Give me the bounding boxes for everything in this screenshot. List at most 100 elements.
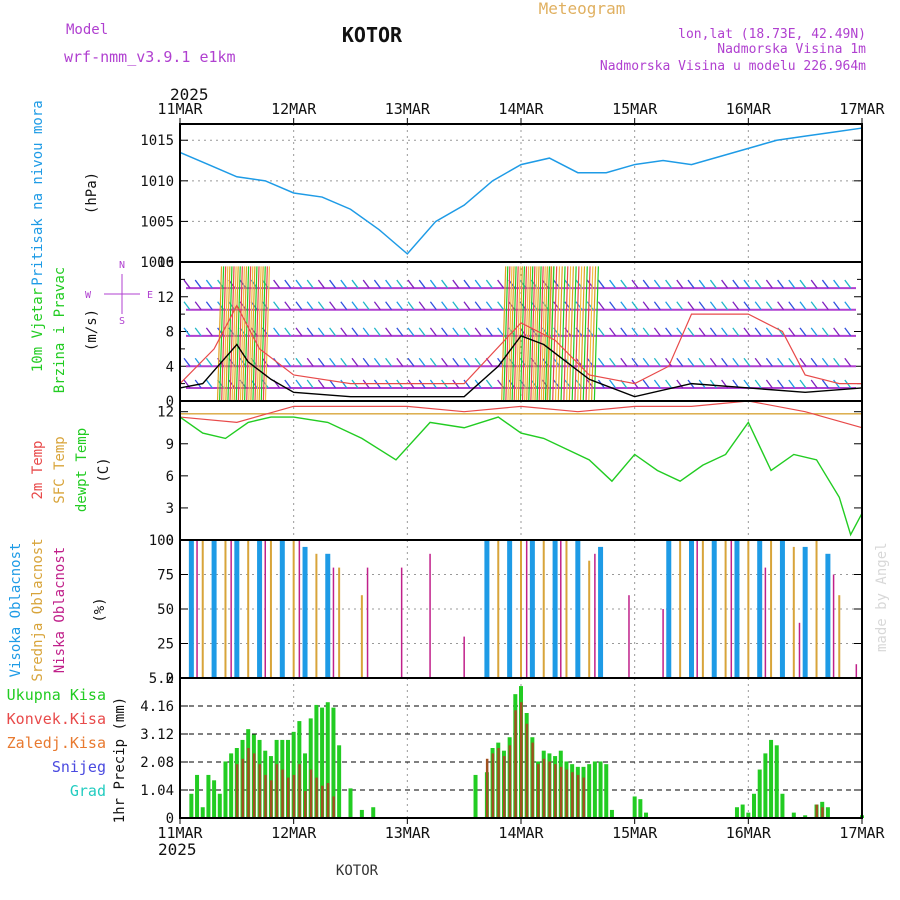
model-name: wrf-nmm_v3.9.1 e1km xyxy=(64,48,236,66)
wind-burst-arrow xyxy=(534,266,540,402)
wind-arrow xyxy=(452,279,460,289)
cloud-bar xyxy=(463,636,465,678)
rain-bar xyxy=(609,809,614,818)
wind-arrow xyxy=(743,301,751,311)
wind-arrow xyxy=(418,357,426,367)
convective-rain-bar xyxy=(298,764,301,818)
wind-arrow xyxy=(810,301,818,311)
wind-burst-arrow xyxy=(225,266,231,402)
wind-arrow xyxy=(329,301,337,311)
wind-arrow xyxy=(519,279,527,289)
rain-bar xyxy=(337,745,342,818)
convective-rain-bar xyxy=(508,745,512,818)
wind-burst-arrow xyxy=(256,266,262,402)
y-tick-label: 25 xyxy=(157,637,174,653)
wind-arrow xyxy=(418,327,426,337)
wind-arrow xyxy=(284,279,292,289)
wind-burst-arrow xyxy=(511,266,517,402)
cloud-bar xyxy=(832,574,835,678)
y-tick-label: 100 xyxy=(149,533,174,549)
wind-arrow xyxy=(351,279,359,289)
wind-arrow xyxy=(340,279,348,289)
wind-arrow xyxy=(508,379,516,389)
x-tick-label-top: 16MAR xyxy=(726,100,772,118)
wind-burst-arrow xyxy=(532,266,538,402)
wind-arrow xyxy=(429,279,437,289)
wind-arrow xyxy=(463,379,471,389)
wind-arrow xyxy=(833,357,841,367)
convective-rain-bar xyxy=(332,796,335,818)
wind-arrow xyxy=(385,279,393,289)
convective-rain-bar xyxy=(235,764,239,818)
cloud-bar xyxy=(598,546,604,678)
wind-arrow xyxy=(642,327,650,337)
convective-rain-bar xyxy=(497,748,500,818)
pressure-line xyxy=(179,127,863,255)
temp-unit-label: (C) xyxy=(96,457,112,482)
y-tick-label: 0 xyxy=(166,394,174,410)
wind-arrow xyxy=(340,379,348,389)
wind-burst-arrow xyxy=(568,266,574,402)
wind-burst-arrow xyxy=(560,266,566,402)
mid-cloud-label: Srednja Oblacnost xyxy=(30,538,46,681)
pressure-axis-label: Pritisak na nivou mora xyxy=(30,100,46,285)
wind-arrow xyxy=(709,279,717,289)
convective-rain-bar xyxy=(258,764,262,818)
wind-arrow xyxy=(385,357,393,367)
wind-arrow xyxy=(709,357,717,367)
footer-station: KOTOR xyxy=(336,863,379,879)
wind-burst-arrow xyxy=(239,266,246,402)
wind-burst-arrow xyxy=(515,266,521,402)
wind-dir-w: W xyxy=(85,290,92,301)
wind-arrow xyxy=(631,327,639,337)
wind-arrow xyxy=(385,301,393,311)
rain-bar xyxy=(217,793,222,818)
wind-arrow xyxy=(687,327,695,337)
wind-arrow xyxy=(821,301,829,311)
rain-bar xyxy=(746,812,751,818)
cloud-bar xyxy=(855,664,858,678)
y-tick-label: 75 xyxy=(157,568,174,584)
wind-arrow xyxy=(463,327,471,337)
wind-arrow xyxy=(754,327,762,337)
wind-arrow xyxy=(205,301,213,311)
wind-burst-arrow xyxy=(579,266,586,402)
wind-burst-arrow xyxy=(593,266,599,402)
wind-arrow xyxy=(497,327,505,337)
cloud-bar xyxy=(747,540,750,678)
wind-burst-arrow xyxy=(577,266,583,402)
precip-axis-label: 1hr Precip (mm) xyxy=(112,697,128,823)
wind-arrow xyxy=(833,327,841,337)
wind-arrow xyxy=(497,279,505,289)
cloud-bar xyxy=(764,567,767,678)
wind-burst-arrow xyxy=(231,266,237,402)
wind-arrow xyxy=(687,357,695,367)
y-tick-label: 12 xyxy=(157,290,174,306)
rain-bar xyxy=(206,774,211,818)
wind-burst-arrow xyxy=(254,266,260,402)
wind-arrow xyxy=(429,357,437,367)
wind-arrow xyxy=(676,279,684,289)
wind-arrow xyxy=(261,301,269,311)
temperature-panel-frame xyxy=(179,400,863,541)
wind-burst-arrow xyxy=(544,266,551,402)
cloud-bar xyxy=(730,540,733,678)
rain-bar xyxy=(320,707,325,818)
wind-arrow xyxy=(396,279,404,289)
wind-arrow xyxy=(810,379,818,389)
wind-dir-s: S xyxy=(119,316,125,327)
wind-burst-arrow xyxy=(552,266,558,402)
rain-bar xyxy=(740,804,745,818)
wind-arrow xyxy=(642,301,650,311)
x-tick-label-bottom: 17MAR xyxy=(839,824,885,842)
wind-arrow xyxy=(765,357,773,367)
cloud-bar xyxy=(332,567,335,678)
rain-bar xyxy=(212,780,217,818)
dewpt-temp-line xyxy=(179,416,863,537)
x-tick-label-bottom: 11MAR xyxy=(157,824,203,842)
y-tick-label: 0 xyxy=(166,811,174,827)
wind-arrow xyxy=(205,357,213,367)
wind-arrow xyxy=(833,379,841,389)
wind-arrow xyxy=(665,279,673,289)
rain-bar xyxy=(348,788,353,818)
